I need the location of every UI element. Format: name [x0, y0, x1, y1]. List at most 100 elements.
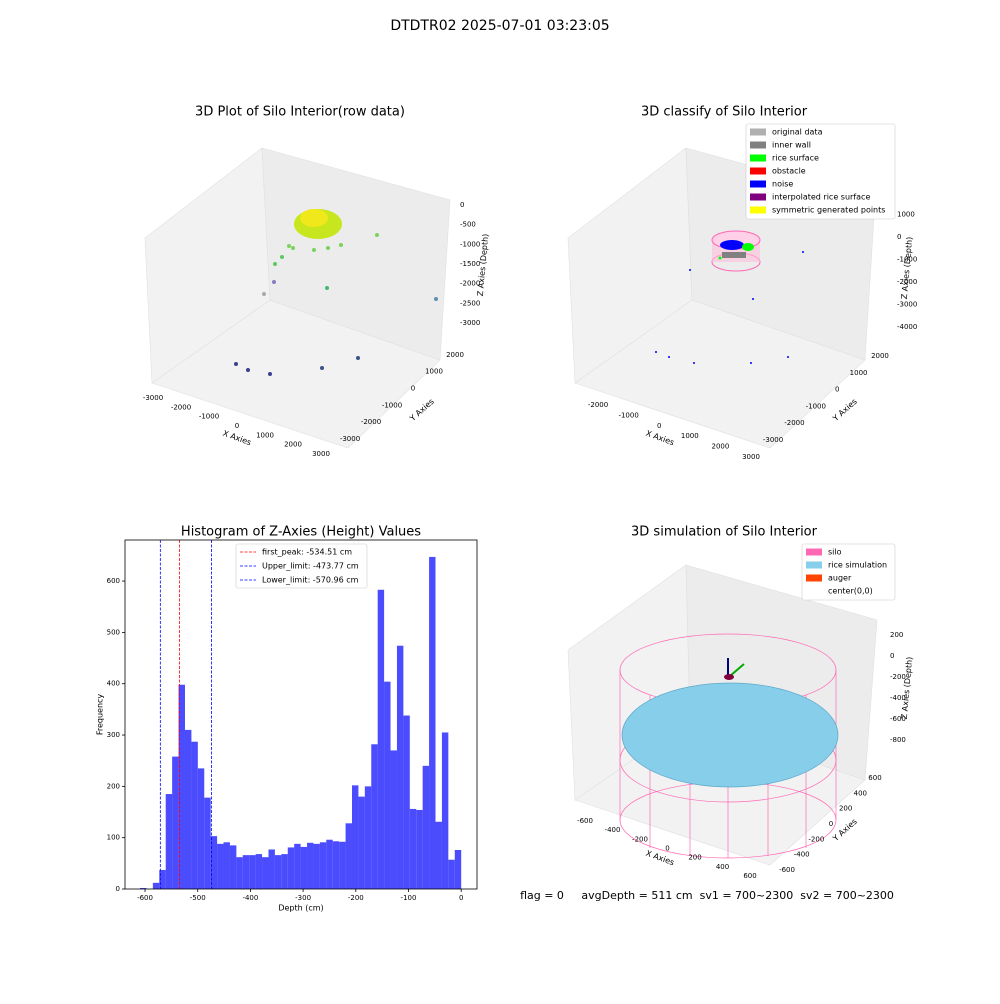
bar — [140, 887, 147, 889]
y-tick-label: -2000 — [784, 419, 804, 427]
bar — [223, 842, 230, 889]
z-tick-label: -200 — [890, 673, 906, 681]
y-tick-label: 0 — [829, 820, 833, 828]
bar — [287, 847, 295, 889]
bar — [249, 855, 256, 889]
y-tick-label: 200 — [107, 782, 120, 790]
x-tick-label: -400 — [605, 826, 621, 834]
x-tick-label: -200 — [348, 894, 364, 902]
bar — [326, 839, 333, 889]
y-tick-label: 500 — [107, 628, 120, 636]
x-tick-label: -1000 — [199, 413, 219, 421]
y-axis-label: Frequency — [96, 694, 105, 736]
x-tick-label: 0 — [657, 422, 661, 430]
chart-title: 3D simulation of Silo Interior — [631, 525, 818, 540]
y-tick-label: 2000 — [871, 352, 889, 360]
z-tick-label: -2000 — [897, 278, 917, 286]
z-tick-label: -400 — [890, 694, 906, 702]
legend-label: first_peak: -534.51 cm — [262, 548, 352, 557]
x-tick-label: 1000 — [256, 431, 274, 439]
legend-swatch — [750, 154, 766, 162]
z-tick-label: -4000 — [897, 323, 917, 331]
bar — [332, 841, 340, 889]
legend-box — [235, 543, 368, 589]
legend-swatch — [750, 180, 766, 188]
x-tick-label: -600 — [137, 894, 153, 902]
bar — [197, 768, 205, 889]
legend-swatch — [750, 128, 766, 136]
bar — [307, 842, 314, 889]
figure-title: DTDTR02 2025-07-01 03:23:05 — [390, 18, 609, 34]
legend-swatch — [750, 193, 766, 201]
legend-swatch — [750, 206, 766, 214]
z-tick-label: 0 — [460, 201, 464, 209]
z-tick-label: -3000 — [897, 301, 917, 309]
panes-1 — [144, 147, 451, 449]
y-tick-label: 0 — [116, 885, 120, 893]
x-tick-label: -1000 — [618, 411, 638, 419]
bar — [217, 843, 224, 889]
x-tick-label: -2000 — [588, 401, 608, 409]
bar — [262, 857, 269, 889]
x-tick-label: -100 — [401, 894, 417, 902]
x-tick-label: -200 — [632, 835, 648, 843]
bar — [274, 855, 282, 889]
points-1 — [234, 209, 438, 376]
legend-label: original data — [772, 128, 823, 137]
bar — [172, 756, 179, 889]
z-tick-label: -3000 — [460, 319, 480, 327]
bar — [396, 645, 404, 889]
bar — [178, 684, 185, 889]
x-tick-label: 2000 — [284, 441, 302, 449]
legend-swatch — [750, 141, 766, 149]
z-tick-label: -2500 — [460, 299, 480, 307]
bar — [345, 823, 352, 889]
bar — [422, 765, 430, 889]
x-tick-label: -600 — [577, 817, 593, 825]
status-annotation: flag = 0 avgDepth = 511 cm sv1 = 700~230… — [520, 889, 894, 902]
z-tick-label: 200 — [890, 631, 903, 639]
legend-label: noise — [772, 180, 793, 189]
bar — [416, 809, 423, 889]
x-tick-label: 0 — [665, 845, 669, 853]
legend-swatch — [806, 587, 822, 595]
bar — [358, 796, 365, 889]
y-tick-label: 0 — [835, 386, 839, 394]
bar — [281, 854, 288, 889]
chart-title: Histogram of Z-Axies (Height) Values — [181, 525, 421, 540]
legend-label: obstacle — [772, 167, 806, 176]
bar — [242, 855, 250, 889]
legend-label: interpolated rice surface — [772, 193, 870, 202]
bar — [384, 681, 391, 889]
legend-label: rice simulation — [828, 561, 887, 570]
legend-label: center(0,0) — [828, 587, 873, 596]
silo-simulation — [619, 633, 839, 859]
bar — [377, 589, 385, 889]
bar — [403, 715, 410, 889]
bar — [184, 729, 192, 889]
y-tick-label: 600 — [107, 577, 120, 585]
x-tick-label: 0 — [235, 422, 239, 430]
legend-box — [745, 123, 896, 220]
bar — [409, 808, 417, 889]
y-tick-label: 200 — [839, 805, 852, 813]
z-tick-label: -500 — [460, 221, 476, 229]
z-tick-label: -1000 — [897, 256, 917, 264]
legend-label: Lower_limit: -570.96 cm — [262, 576, 359, 585]
y-tick-label: 100 — [107, 834, 120, 842]
legend-label: symmetric generated points — [772, 206, 885, 215]
x-tick-label: 400 — [716, 863, 729, 871]
y-tick-label: -600 — [779, 866, 795, 874]
bar — [364, 786, 372, 889]
y-tick-label: -2000 — [361, 418, 381, 426]
legend-label: auger — [828, 574, 852, 583]
x-tick-label: 600 — [743, 872, 756, 880]
z-tick-label: -1500 — [460, 260, 480, 268]
y-tick-label: 400 — [107, 680, 120, 688]
bar — [255, 854, 263, 889]
bar — [390, 750, 397, 889]
bar — [159, 870, 166, 889]
bar — [435, 821, 442, 889]
y-tick-label: 300 — [107, 731, 120, 739]
